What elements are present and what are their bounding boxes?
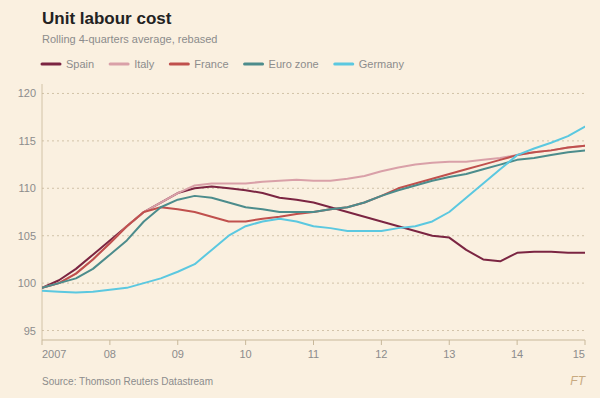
y-tick-label: 110 — [18, 182, 36, 194]
logo: FT — [570, 374, 586, 388]
x-tick — [449, 340, 450, 345]
x-tick — [177, 340, 178, 345]
x-tick — [42, 340, 43, 345]
y-tick-label: 95 — [24, 325, 36, 337]
x-tick-label: 14 — [511, 348, 523, 360]
legend-label: France — [194, 58, 228, 70]
grid — [42, 93, 585, 330]
legend-label: Germany — [359, 58, 405, 70]
x-tick-label: 11 — [308, 348, 319, 360]
legend-label: Euro zone — [269, 58, 319, 70]
y-tick-label: 115 — [18, 135, 36, 147]
lines — [42, 127, 585, 293]
grid-line — [42, 235, 585, 236]
legend-item: Italy — [110, 58, 155, 70]
series-line — [42, 186, 585, 287]
grid-line — [42, 140, 585, 141]
chart-svg: Unit labour cost Rolling 4-quarters avera… — [0, 0, 600, 398]
grid-line — [42, 330, 585, 331]
y-tick-label: 105 — [18, 230, 36, 242]
x-tick — [109, 340, 110, 345]
legend-swatch — [170, 63, 188, 66]
legend-item: Euro zone — [245, 58, 319, 70]
legend-swatch — [245, 63, 263, 66]
y-axis-line — [42, 84, 43, 340]
grid-line — [42, 188, 585, 189]
y-tick-label: 120 — [18, 87, 36, 99]
x-tick — [585, 340, 586, 345]
chart-container: Unit labour cost Rolling 4-quarters avera… — [0, 0, 600, 398]
subtitle: Rolling 4-quarters average, rebased — [42, 33, 218, 45]
legend: Spain Italy France Euro zone Germany — [42, 58, 404, 70]
legend-swatch — [110, 63, 128, 66]
x-tick-label: 13 — [443, 348, 455, 360]
x-tick — [381, 340, 382, 345]
grid-line — [42, 283, 585, 284]
source: Source: Thomson Reuters Datastream — [42, 376, 213, 387]
series-line — [42, 127, 585, 293]
x-tick-label: 15 — [573, 348, 585, 360]
x-tick-label: 2007 — [42, 348, 66, 360]
title: Unit labour cost — [42, 9, 172, 28]
y-tick-label: 100 — [18, 277, 36, 289]
series-line — [42, 150, 585, 287]
x-tick-label: 10 — [240, 348, 252, 360]
legend-label: Italy — [134, 58, 155, 70]
legend-swatch — [335, 63, 353, 66]
x-tick — [313, 340, 314, 345]
legend-item: Spain — [42, 58, 94, 70]
x-tick-label: 12 — [375, 348, 387, 360]
x-tick — [245, 340, 246, 345]
x-tick-label: 08 — [104, 348, 116, 360]
legend-swatch — [42, 63, 60, 66]
legend-item: France — [170, 58, 228, 70]
x-tick-label: 09 — [172, 348, 184, 360]
legend-label: Spain — [66, 58, 94, 70]
grid-line — [42, 93, 585, 94]
legend-item: Germany — [335, 58, 405, 70]
x-tick — [517, 340, 518, 345]
